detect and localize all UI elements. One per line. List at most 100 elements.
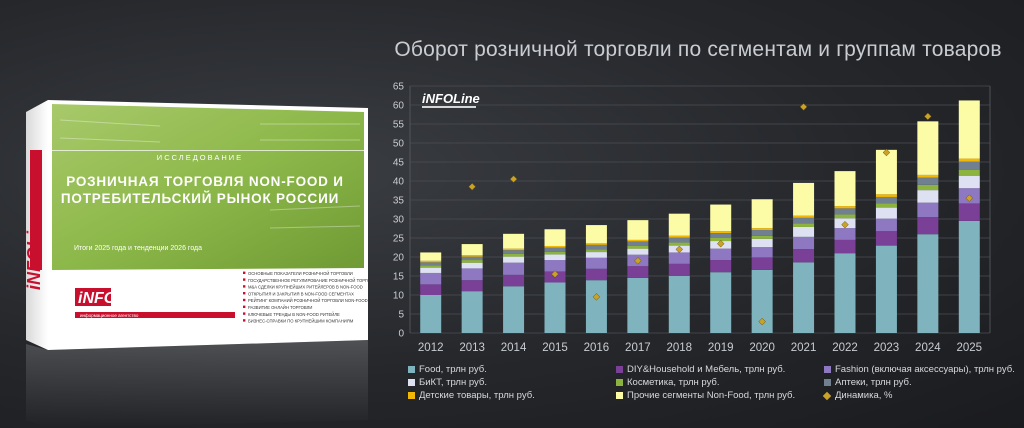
bar-segment-bikt — [585, 252, 607, 258]
y-tick-label: 25 — [393, 234, 405, 245]
y-tick-label: 45 — [393, 158, 405, 169]
bar-segment-bikt — [751, 238, 773, 248]
x-tick-label: 2023 — [874, 342, 900, 354]
legend-swatch — [822, 391, 832, 400]
bar-segment-bikt — [461, 262, 483, 269]
x-tick-label: 2018 — [666, 342, 692, 354]
legend-item: Аптеки, трлн руб. — [824, 377, 912, 388]
bar-segment-bikt — [420, 267, 442, 273]
brand-logo: iNFOLine информационное агентство — [75, 288, 235, 318]
x-tick-label: 2015 — [542, 342, 568, 354]
contents-item: РЕЙТИНГ КОМПАНИЙ РОЗНИЧНОЙ ТОРГОВЛИ NON-… — [248, 298, 368, 303]
bar-segment-apteki — [420, 262, 442, 266]
y-tick-label: 20 — [393, 253, 405, 264]
y-tick-label: 35 — [393, 196, 405, 207]
bar-segment-fashion — [834, 228, 856, 240]
legend-item: БиКТ, трлн руб. — [408, 377, 487, 388]
bar-segment-diy — [461, 280, 483, 292]
bar-segment-kosm — [627, 245, 649, 249]
bar-segment-kosm — [503, 253, 525, 257]
legend-swatch — [824, 379, 831, 386]
x-tick-label: 2025 — [956, 342, 982, 354]
legend-label: Прочие сегменты Non-Food, трлн руб. — [627, 390, 796, 401]
bar-segment-kosm — [875, 203, 897, 208]
bar-segment-food — [917, 234, 939, 333]
x-tick-label: 2021 — [791, 342, 817, 354]
bar-segment-fashion — [461, 268, 483, 281]
bar-segment-food — [420, 295, 442, 333]
bar-segment-diy — [668, 263, 690, 276]
legend-item: Косметика, трлн руб. — [616, 377, 720, 388]
bar-segment-prochie — [751, 199, 773, 229]
legend-item: DIY&Household и Мебель, трлн руб. — [616, 364, 785, 375]
bar-segment-prochie — [627, 220, 649, 240]
dinamika-point — [551, 270, 559, 278]
bar-segment-kosm — [461, 260, 483, 263]
contents-bullet — [243, 312, 246, 315]
contents-item: БИЗНЕС-СПРАВКИ ПО КРУПНЕЙШИМ КОМПАНИЯМ — [248, 319, 354, 324]
bar-segment-bikt — [627, 248, 649, 255]
dinamika-point — [509, 175, 518, 183]
y-tick-label: 65 — [393, 82, 405, 93]
bar-segment-diy — [627, 266, 649, 278]
x-tick-label: 2024 — [915, 342, 941, 354]
contents-bullet — [243, 285, 246, 288]
bar-segment-detskie — [751, 228, 773, 231]
bar-segment-detskie — [461, 255, 483, 257]
cover-reflection — [26, 340, 368, 428]
brand-tagline: информационное агентство — [80, 313, 139, 318]
report-label: ИССЛЕДОВАНИЕ — [157, 153, 243, 162]
bar-segment-detskie — [793, 215, 815, 218]
cover-photo — [52, 104, 364, 270]
bar-segment-apteki — [834, 208, 856, 215]
legend-swatch — [616, 379, 623, 386]
report-subtitle: Итоги 2025 года и тенденции 2026 года — [74, 245, 202, 252]
y-tick-label: 55 — [393, 120, 405, 131]
dinamika-point — [634, 257, 642, 265]
y-tick-label: 5 — [398, 310, 404, 321]
bar-segment-bikt — [544, 254, 566, 261]
bar-segment-diy — [585, 268, 607, 281]
bar-segment-kosm — [585, 249, 607, 253]
report-cover: ИССЛЕДОВАНИЕ РОЗНИЧНАЯ ТОРГОВЛЯ NON-FOOD… — [24, 100, 379, 428]
bar-segment-detskie — [958, 158, 980, 162]
x-tick-label: 2022 — [832, 342, 858, 354]
bar-segment-detskie — [834, 206, 856, 209]
bar-segment-detskie — [668, 235, 690, 238]
bar-segment-food — [627, 277, 649, 333]
bar-segment-detskie — [503, 248, 525, 251]
bar-segment-apteki — [751, 230, 773, 236]
bar-segment-kosm — [917, 184, 939, 191]
legend-label: Динамика, % — [835, 390, 893, 401]
contents-item: КЛЮЧЕВЫЕ ТРЕНДЫ В NON-FOOD РИТЕЙЛЕ — [248, 312, 340, 317]
report-title-line1: РОЗНИЧНАЯ ТОРГОВЛЯ NON-FOOD И — [66, 174, 344, 189]
contents-item: M&A СДЕЛКИ КРУПНЕЙШИХ РИТЕЙЛЕРОВ В NON-F… — [248, 285, 363, 290]
bar-segment-kosm — [793, 223, 815, 227]
bar-segment-apteki — [461, 256, 483, 261]
bar-segment-food — [958, 220, 980, 333]
bar-segment-bikt — [917, 190, 939, 203]
x-tick-label: 2016 — [584, 342, 610, 354]
bar-segment-fashion — [668, 252, 690, 264]
bar-segment-apteki — [875, 196, 897, 204]
y-tick-label: 40 — [393, 177, 405, 188]
bar-segment-food — [503, 286, 525, 333]
bar-segment-fashion — [793, 236, 815, 250]
chart-title: Оборот розничной торговли по сегментам и… — [394, 38, 1002, 61]
spine-red-strip — [30, 150, 42, 270]
chart-grid — [409, 85, 991, 334]
bar-segment-prochie — [668, 213, 690, 236]
bar-segment-detskie — [875, 194, 897, 197]
dinamika-point — [882, 148, 891, 157]
x-tick-label: 2017 — [625, 342, 651, 354]
dinamika-point — [468, 182, 476, 191]
chart-bars — [420, 100, 980, 333]
bar-segment-prochie — [917, 121, 939, 175]
bar-segment-kosm — [958, 169, 980, 176]
bar-segment-prochie — [710, 204, 732, 232]
contents-bullet — [243, 305, 246, 308]
contents-bullet — [243, 319, 246, 322]
dinamika-point — [924, 112, 932, 121]
legend-label: Косметика, трлн руб. — [627, 377, 720, 388]
bar-segment-fashion — [875, 218, 897, 232]
